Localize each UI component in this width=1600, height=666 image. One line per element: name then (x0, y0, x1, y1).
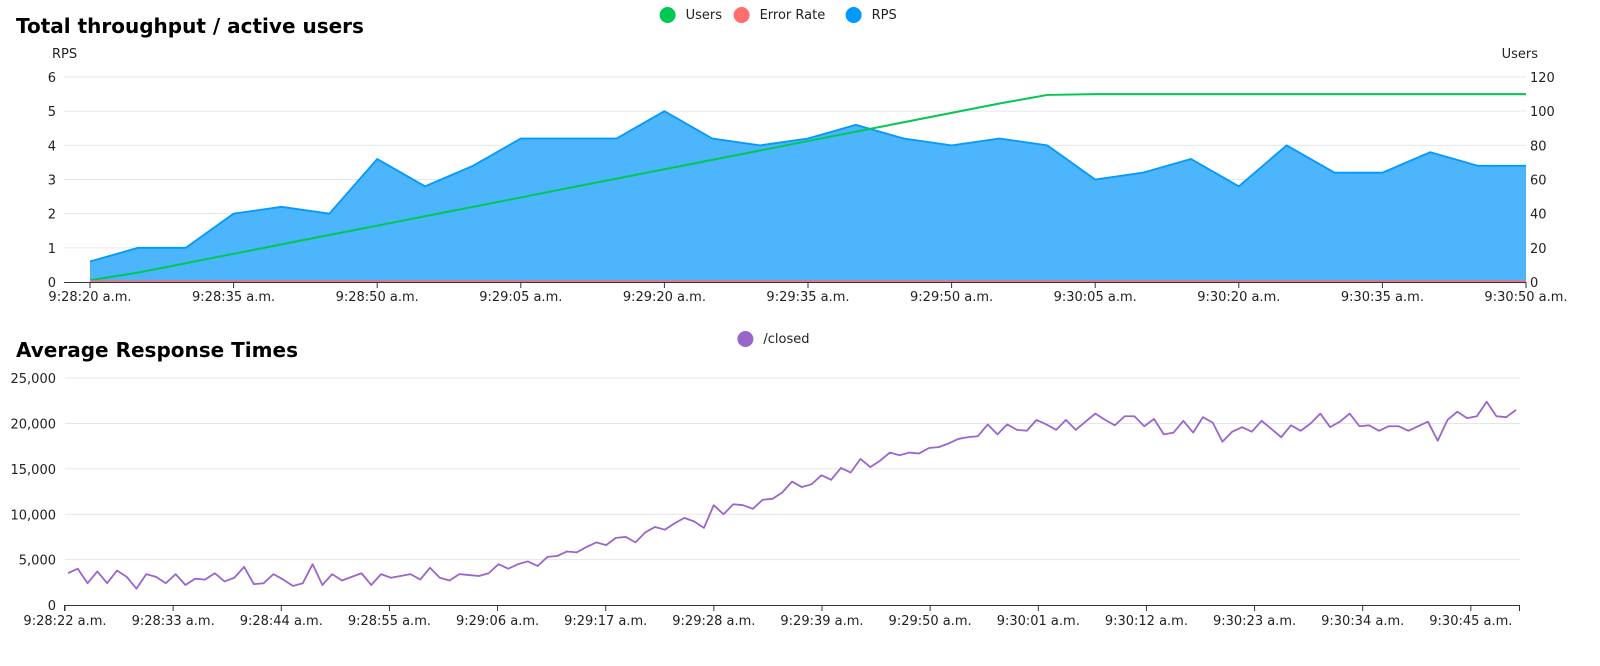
x-tick-label: 9:28:22 a.m. (23, 614, 106, 629)
legend-marker-users (659, 7, 676, 23)
legend-marker-closed (737, 331, 754, 347)
y2-tick-label: 20 (1530, 242, 1547, 257)
x-tick-label: 9:30:01 a.m. (997, 614, 1080, 629)
response-times-chart-title: Average Response Times (16, 338, 298, 362)
rps-line (89, 110, 1526, 263)
x-tick-label: 9:30:34 a.m. (1321, 614, 1404, 629)
y-tick-label: 3 (48, 174, 56, 189)
legend-label-users: Users (686, 8, 723, 23)
x-tick-label: 9:30:12 a.m. (1105, 614, 1188, 629)
y-axis-label-users: Users (1502, 47, 1539, 62)
legend-label-error-rate: Error Rate (760, 8, 826, 23)
x-tick-label: 9:28:33 a.m. (132, 614, 215, 629)
x-tick-label: 9:29:39 a.m. (780, 614, 863, 629)
x-tick-label: 9:30:45 a.m. (1429, 614, 1512, 629)
x-tick-label: 9:30:23 a.m. (1213, 614, 1296, 629)
x-tick-label: 9:28:20 a.m. (48, 290, 131, 305)
y-tick-label: 2 (48, 208, 56, 223)
y-tick-label: 15,000 (11, 463, 57, 478)
y-tick-label: 1 (48, 242, 56, 257)
y-axis-label-rps: RPS (52, 47, 77, 62)
y2-tick-label: 0 (1530, 276, 1538, 291)
x-tick-label: 9:28:44 a.m. (240, 614, 323, 629)
x-tick-label: 9:29:05 a.m. (479, 290, 562, 305)
x-tick-label: 9:29:50 a.m. (910, 290, 993, 305)
y2-tick-label: 40 (1530, 208, 1547, 223)
x-tick-label: 9:30:05 a.m. (1054, 290, 1137, 305)
throughput-chart-title: Total throughput / active users (16, 14, 364, 38)
closed-response-time-line (67, 400, 1517, 590)
y-tick-label: 4 (48, 139, 56, 154)
y-tick-label: 0 (48, 276, 56, 291)
x-tick-label: 9:28:50 a.m. (336, 290, 419, 305)
users-line (89, 93, 1526, 282)
y-tick-label: 5,000 (19, 554, 56, 569)
x-tick-label: 9:28:55 a.m. (348, 614, 431, 629)
x-tick-label: 9:29:20 a.m. (623, 290, 706, 305)
x-tick-label: 9:30:20 a.m. (1197, 290, 1280, 305)
x-tick-label: 9:29:17 a.m. (564, 614, 647, 629)
legend-label-closed: /closed (763, 332, 809, 347)
y2-tick-label: 120 (1530, 71, 1555, 86)
legend-label-rps: RPS (872, 8, 897, 23)
x-tick-label: 9:28:35 a.m. (192, 290, 275, 305)
x-tick-label: 9:30:50 a.m. (1484, 290, 1567, 305)
legend-marker-rps (845, 7, 862, 23)
y2-tick-label: 80 (1530, 139, 1547, 154)
y-tick-label: 10,000 (11, 508, 57, 523)
y2-tick-label: 100 (1530, 105, 1555, 120)
x-tick-label: 9:29:06 a.m. (456, 614, 539, 629)
legend-marker-error-rate (733, 7, 750, 23)
response-times-chart: /closed 0 5,000 10,000 15,000 20,000 25,000 9:2… (11, 331, 1520, 629)
y-tick-label: 6 (48, 71, 56, 86)
x-tick-label: 9:30:35 a.m. (1341, 290, 1424, 305)
rps-area (90, 111, 1526, 283)
x-tick-label: 9:29:50 a.m. (889, 614, 972, 629)
y2-tick-label: 60 (1530, 174, 1547, 189)
y-tick-label: 20,000 (11, 418, 57, 433)
x-tick-label: 9:29:35 a.m. (766, 290, 849, 305)
y-tick-label: 0 (48, 599, 56, 614)
y-tick-label: 5 (48, 105, 56, 120)
y-tick-label: 25,000 (11, 372, 57, 387)
x-tick-label: 9:29:28 a.m. (672, 614, 755, 629)
